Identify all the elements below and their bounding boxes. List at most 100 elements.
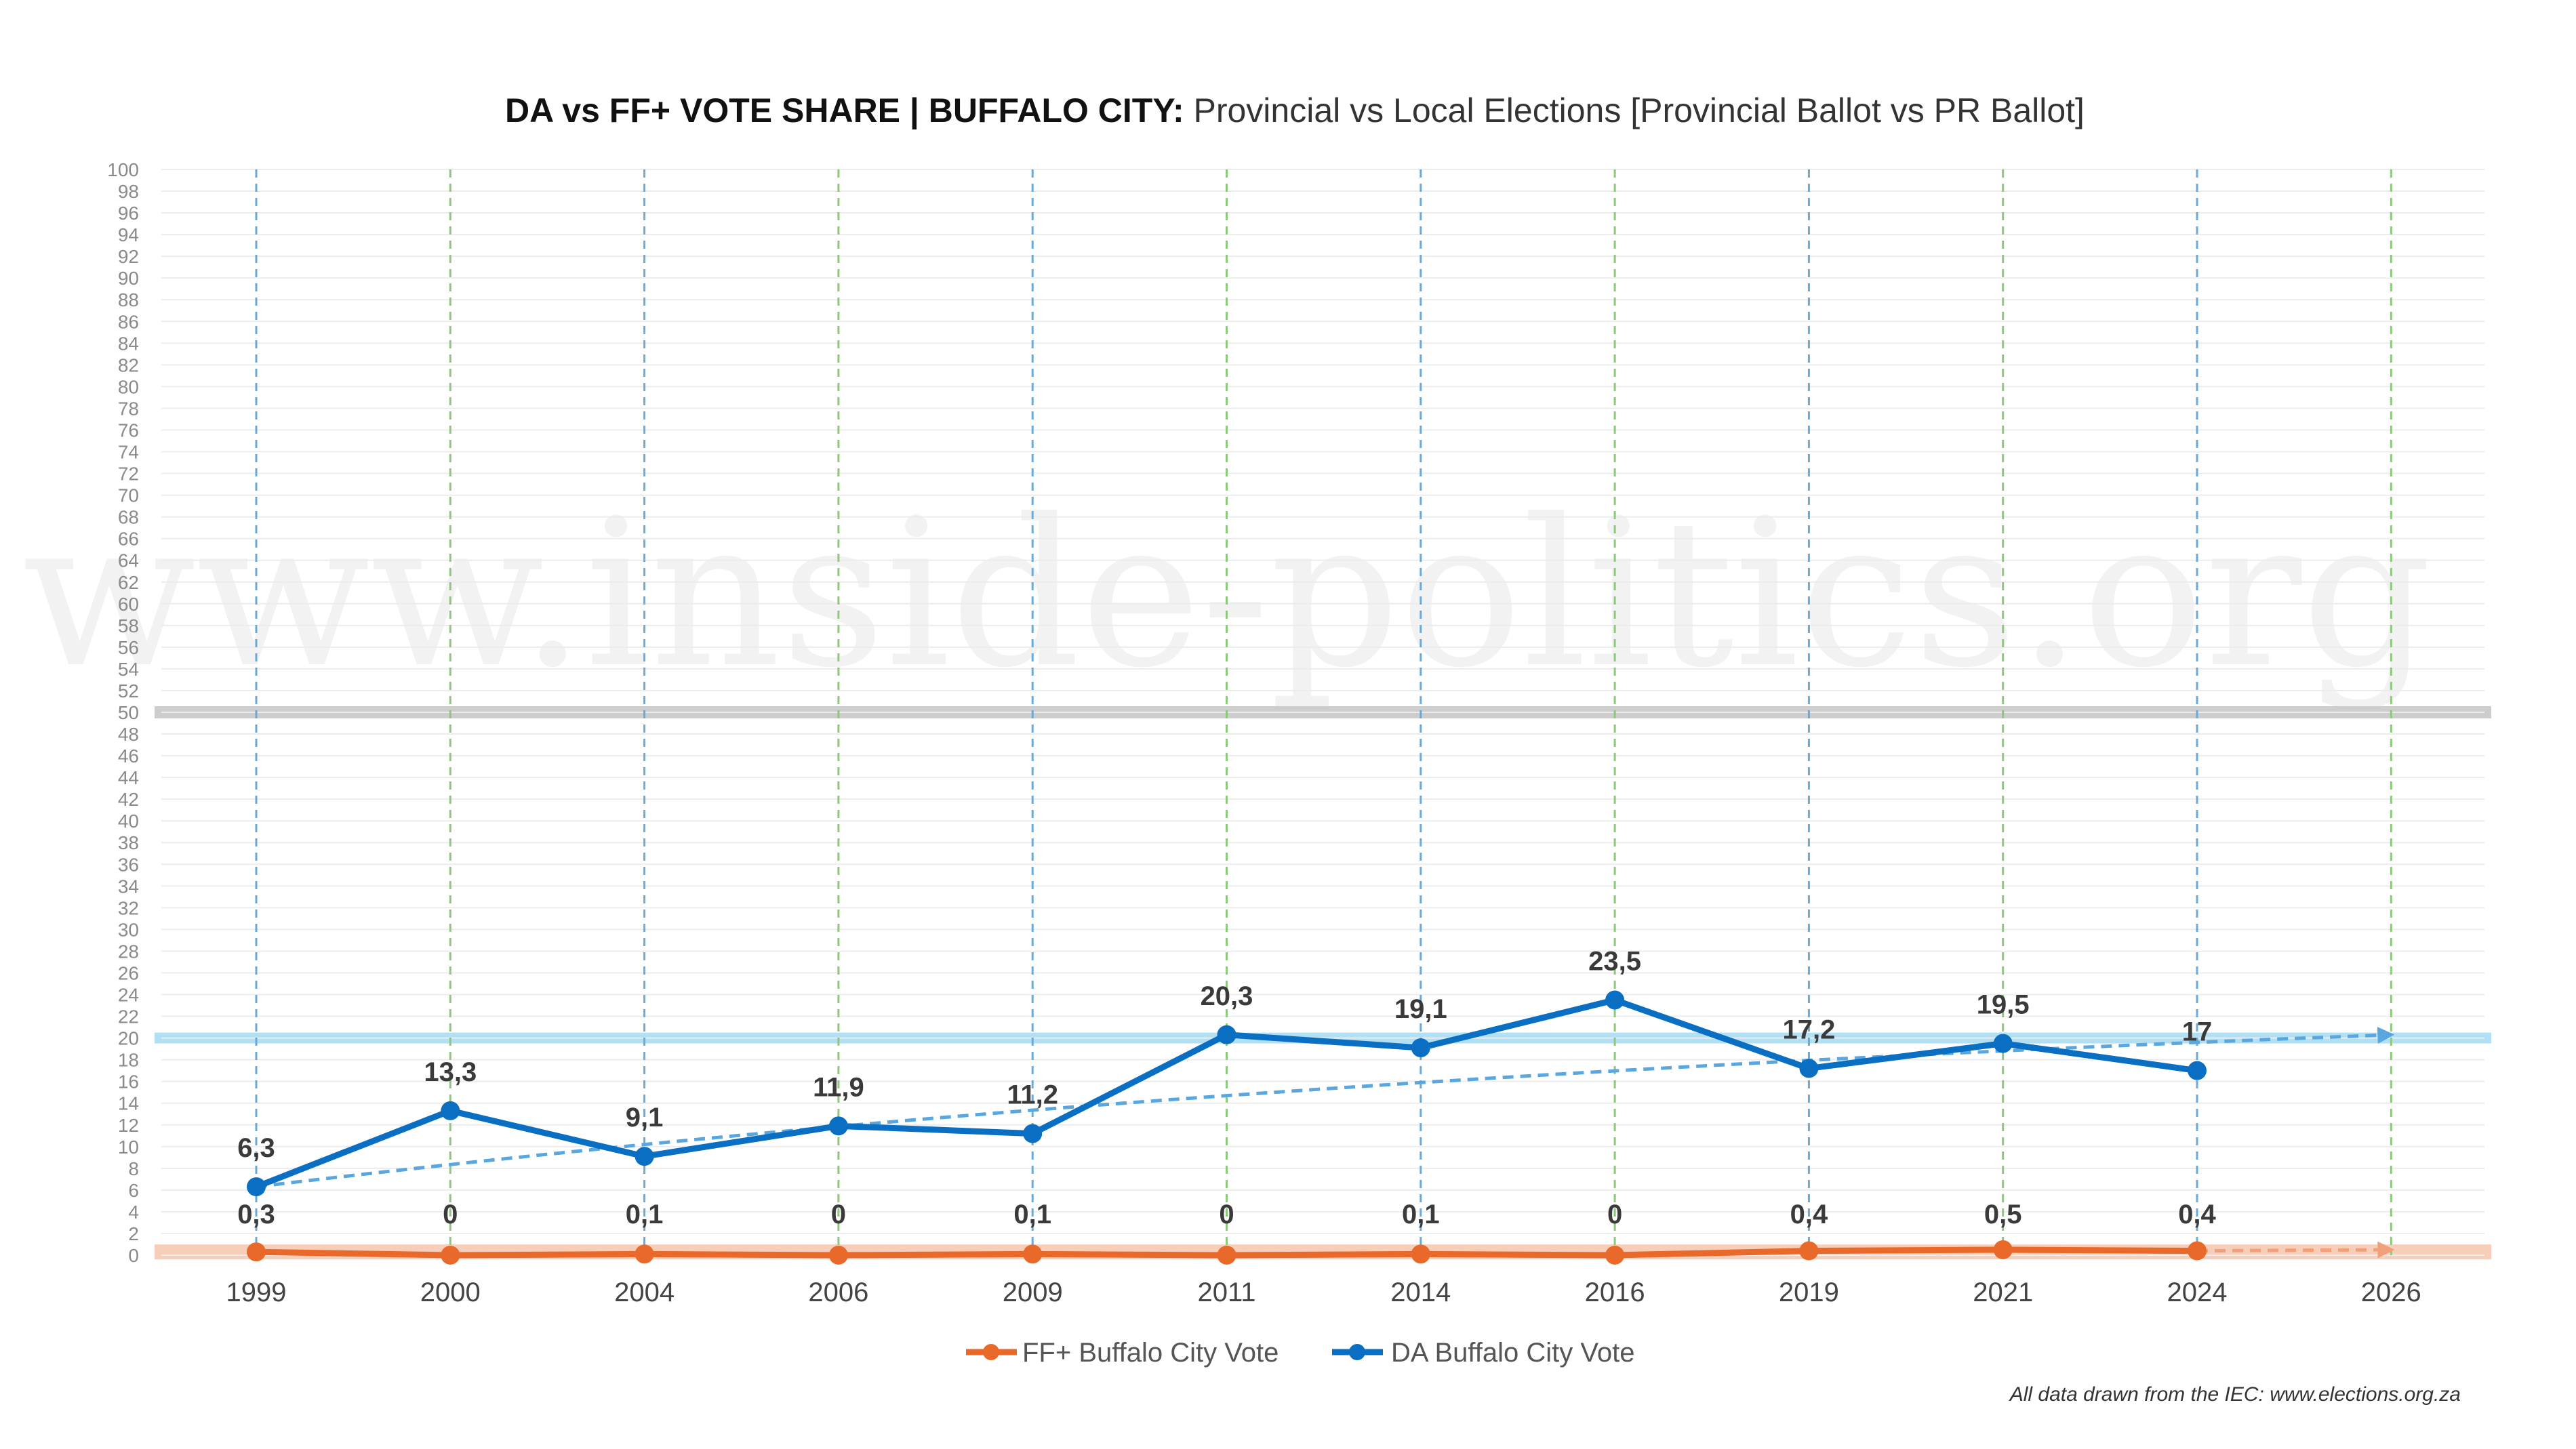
legend: FF+ Buffalo City Vote DA Buffalo City Vo… <box>966 1338 1634 1368</box>
y-tick-label: 56 <box>118 637 139 658</box>
y-tick-label: 30 <box>118 919 139 940</box>
data-label-ffplus-2011: 0 <box>1219 1200 1234 1229</box>
y-tick-label: 86 <box>118 311 139 332</box>
y-tick-label: 38 <box>118 832 139 853</box>
data-label-da-1999: 6,3 <box>237 1133 275 1163</box>
x-tick-label: 2000 <box>420 1278 481 1307</box>
y-axis-ticks: 0246810121416182022242628303234363840424… <box>107 159 139 1266</box>
y-tick-label: 8 <box>128 1158 139 1179</box>
trend-line-ffplus <box>2196 1241 2395 1259</box>
point-ffplus-2009 <box>1023 1244 1043 1264</box>
y-tick-label: 98 <box>118 181 139 202</box>
point-ffplus-2024 <box>2188 1241 2207 1261</box>
data-label-ffplus-2016: 0 <box>1607 1200 1622 1229</box>
point-ffplus-2006 <box>828 1246 848 1265</box>
legend-ffplus-marker-icon <box>983 1344 999 1360</box>
point-ffplus-1999 <box>247 1242 266 1262</box>
y-tick-label: 72 <box>118 464 139 485</box>
point-ffplus-2016 <box>1605 1246 1625 1265</box>
y-tick-label: 76 <box>118 420 139 441</box>
y-tick-label: 34 <box>118 876 139 897</box>
data-label-ffplus-2009: 0,1 <box>1013 1200 1051 1229</box>
y-tick-label: 36 <box>118 854 139 875</box>
y-tick-label: 6 <box>128 1180 139 1201</box>
y-tick-label: 14 <box>118 1093 139 1114</box>
x-tick-label: 2004 <box>614 1278 675 1307</box>
y-tick-label: 26 <box>118 962 139 983</box>
x-tick-label: 1999 <box>226 1278 287 1307</box>
point-ffplus-2004 <box>635 1244 654 1264</box>
y-tick-label: 64 <box>118 550 139 571</box>
data-label-ffplus-2006: 0 <box>831 1200 846 1229</box>
x-tick-label: 2011 <box>1197 1278 1255 1307</box>
data-label-ffplus-2024: 0,4 <box>2178 1200 2216 1229</box>
y-tick-label: 62 <box>118 572 139 593</box>
legend-item-da[interactable]: DA Buffalo City Vote <box>1332 1338 1634 1368</box>
x-axis-ticks: 1999 2000 2004 2006 2009 2011 2014 2016 2019 2021… <box>226 1278 2421 1307</box>
y-tick-label: 78 <box>118 398 139 419</box>
y-tick-label: 94 <box>118 224 139 245</box>
y-tick-label: 88 <box>118 289 139 310</box>
chart-title-bold: DA vs FF+ VOTE SHARE | BUFFALO CITY: <box>505 91 1184 130</box>
point-da-2006 <box>828 1116 848 1136</box>
y-tick-label: 44 <box>118 767 139 788</box>
data-label-da-2014: 19,1 <box>1394 994 1447 1024</box>
y-tick-label: 48 <box>118 724 139 745</box>
x-tick-label: 2026 <box>2361 1278 2421 1307</box>
data-label-ffplus-2004: 0,1 <box>626 1200 664 1229</box>
y-tick-label: 18 <box>118 1050 139 1071</box>
trend-line-da <box>256 1027 2395 1189</box>
trend-lines <box>256 1027 2395 1259</box>
data-label-ffplus-2014: 0,1 <box>1402 1200 1440 1229</box>
point-ffplus-2014 <box>1411 1244 1430 1264</box>
data-label-da-2006: 11,9 <box>813 1072 864 1102</box>
data-label-da-2011: 20,3 <box>1201 981 1253 1011</box>
x-tick-label: 2009 <box>1003 1278 1063 1307</box>
point-da-2004 <box>635 1147 654 1166</box>
data-label-da-2009: 11,2 <box>1007 1080 1058 1110</box>
y-tick-label: 32 <box>118 897 139 918</box>
y-tick-label: 70 <box>118 485 139 506</box>
point-da-2019 <box>1799 1059 1819 1078</box>
x-tick-label: 2024 <box>2167 1278 2228 1307</box>
y-tick-label: 100 <box>107 159 139 180</box>
x-tick-label: 2021 <box>1973 1278 2033 1307</box>
data-labels: 0,3 0 0,1 0 0,1 0 0,1 0 0,4 0,5 0,4 6,3 13,3 9,1 11,9 1… <box>237 947 2216 1229</box>
y-tick-label: 4 <box>128 1202 139 1223</box>
y-tick-label: 80 <box>118 376 139 397</box>
data-label-ffplus-2019: 0,4 <box>1790 1200 1828 1229</box>
y-tick-label: 54 <box>118 659 139 680</box>
data-label-ffplus-1999: 0,3 <box>237 1200 275 1229</box>
x-tick-label: 2016 <box>1585 1278 1645 1307</box>
data-label-ffplus-2021: 0,5 <box>1984 1200 2022 1229</box>
y-tick-label: 16 <box>118 1072 139 1093</box>
y-tick-label: 24 <box>118 985 139 1006</box>
y-tick-label: 90 <box>118 268 139 289</box>
y-tick-label: 42 <box>118 789 139 810</box>
y-tick-label: 68 <box>118 507 139 528</box>
y-tick-label: 22 <box>118 1006 139 1027</box>
point-da-2000 <box>441 1101 460 1120</box>
chart-title: DA vs FF+ VOTE SHARE | BUFFALO CITY: Pro… <box>505 91 2085 130</box>
point-ffplus-2021 <box>1993 1240 2013 1259</box>
point-da-2021 <box>1993 1034 2013 1053</box>
point-da-2024 <box>2188 1061 2207 1080</box>
legend-da-label: DA Buffalo City Vote <box>1391 1338 1634 1368</box>
y-tick-label: 74 <box>118 442 139 463</box>
y-tick-label: 20 <box>118 1028 139 1049</box>
legend-item-ffplus[interactable]: FF+ Buffalo City Vote <box>966 1338 1279 1368</box>
y-tick-label: 84 <box>118 333 139 354</box>
y-tick-label: 40 <box>118 811 139 832</box>
x-tick-label: 2014 <box>1390 1278 1451 1307</box>
point-ffplus-2000 <box>441 1246 460 1265</box>
x-tick-label: 2006 <box>808 1278 868 1307</box>
y-tick-label: 66 <box>118 529 139 550</box>
chart-title-rest: Provincial vs Local Elections [Provincia… <box>1184 91 2085 129</box>
y-tick-label: 60 <box>118 594 139 615</box>
y-tick-label: 58 <box>118 615 139 636</box>
y-tick-label: 12 <box>118 1115 139 1136</box>
data-label-da-2000: 13,3 <box>424 1057 477 1087</box>
data-label-da-2016: 23,5 <box>1588 947 1641 977</box>
data-label-da-2024: 17 <box>2182 1017 2213 1047</box>
